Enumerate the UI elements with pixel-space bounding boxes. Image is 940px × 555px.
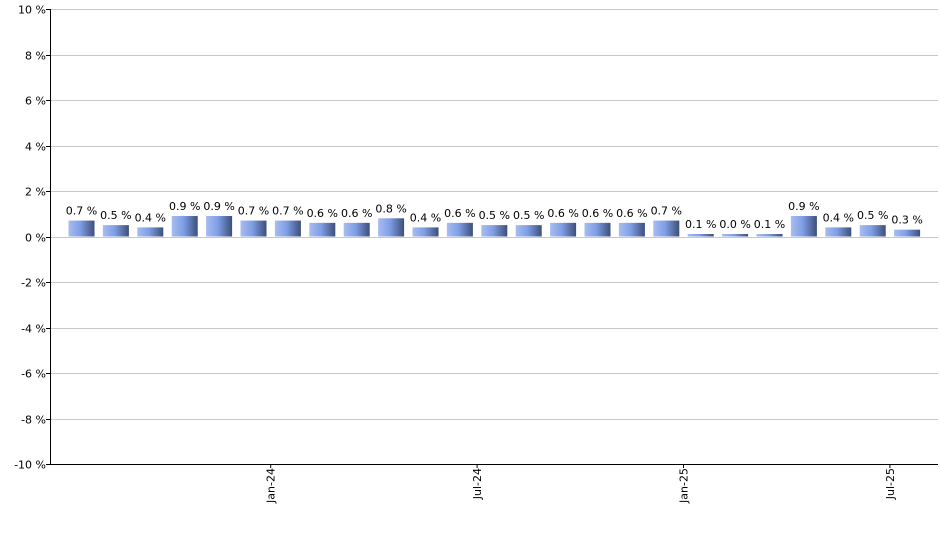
bar	[137, 227, 164, 237]
bar-data-label: 0.7 %	[238, 205, 269, 218]
bar-data-label: 0.1 %	[754, 218, 785, 231]
bar-data-label: 0.6 %	[341, 207, 372, 220]
bar-data-label: 0.9 %	[169, 200, 200, 213]
y-tick-label: 10 %	[18, 4, 46, 17]
bar-data-label: 0.0 %	[719, 218, 750, 231]
bar	[584, 222, 611, 237]
bar	[378, 218, 405, 237]
axes: 10 % 8 % 6 % 4 % 2 % 0 % -2 % -4 % -6 % -8 % -10 %…	[14, 4, 938, 504]
bar-data-label: 0.6 %	[582, 207, 613, 220]
bar	[412, 227, 439, 237]
bar	[825, 227, 852, 237]
y-tick-label: 8 %	[25, 50, 46, 63]
bars	[68, 216, 921, 237]
bar	[446, 222, 473, 237]
y-tick-label: 2 %	[25, 186, 46, 199]
x-tick-label: Jan-25	[678, 468, 691, 504]
y-tick-label: -8 %	[21, 414, 46, 427]
bar	[894, 229, 921, 237]
y-tick-label: -4 %	[21, 323, 46, 336]
grid-lines	[50, 9, 938, 465]
bar-data-label: 0.7 %	[651, 205, 682, 218]
bar	[68, 220, 95, 237]
y-tick-label: -6 %	[21, 368, 46, 381]
x-tick-label: Jul-25	[884, 468, 897, 500]
x-tick-label: Jul-24	[471, 468, 484, 500]
bar-data-label: 0.6 %	[547, 207, 578, 220]
bar	[722, 234, 749, 237]
bar	[309, 222, 336, 237]
bar	[343, 222, 370, 237]
bar-data-label: 0.4 %	[410, 211, 441, 224]
y-tick-label: -10 %	[14, 459, 46, 472]
data-labels: 0.7 % 0.5 % 0.4 %0.9 % 0.9 % 0.7 % 0.7 % 0.6 %…	[66, 200, 923, 231]
x-tick-label: Jan-24	[265, 468, 278, 504]
bar	[756, 234, 783, 237]
bar	[859, 225, 886, 237]
bar-data-label: 0.5 %	[513, 209, 544, 222]
bar-data-label: 0.7 %	[272, 205, 303, 218]
bar	[653, 220, 680, 237]
bar-data-label: 0.7 %	[66, 205, 97, 218]
y-tick-label: 0 %	[25, 232, 46, 245]
bar-data-label: 0.5 %	[100, 209, 131, 222]
bar	[102, 225, 129, 237]
bar	[618, 222, 645, 237]
bar-data-label: 0.5 %	[479, 209, 510, 222]
bar	[171, 216, 198, 237]
bar	[687, 234, 714, 237]
bar-data-label: 0.3 %	[891, 214, 922, 227]
bar	[481, 225, 508, 237]
y-tick-label: -2 %	[21, 277, 46, 290]
bar	[550, 222, 577, 237]
bar	[274, 220, 301, 237]
y-tick-label: 4 %	[25, 141, 46, 154]
y-tick-label: 6 %	[25, 95, 46, 108]
bar-data-label: 0.5 %	[857, 209, 888, 222]
bar-data-label: 0.1 %	[685, 218, 716, 231]
bar	[790, 216, 817, 237]
bar-data-label: 0.6 %	[616, 207, 647, 220]
bar-data-label: 0.8 %	[375, 202, 406, 215]
bar	[240, 220, 267, 237]
bar	[515, 225, 542, 237]
bar-data-label: 0.4 %	[823, 211, 854, 224]
bar-data-label: 0.6 %	[444, 207, 475, 220]
bar	[206, 216, 233, 237]
bar-data-label: 0.4 %	[135, 211, 166, 224]
bar-data-label: 0.9 %	[203, 200, 234, 213]
bar-data-label: 0.6 %	[307, 207, 338, 220]
bar-data-label: 0.9 %	[788, 200, 819, 213]
